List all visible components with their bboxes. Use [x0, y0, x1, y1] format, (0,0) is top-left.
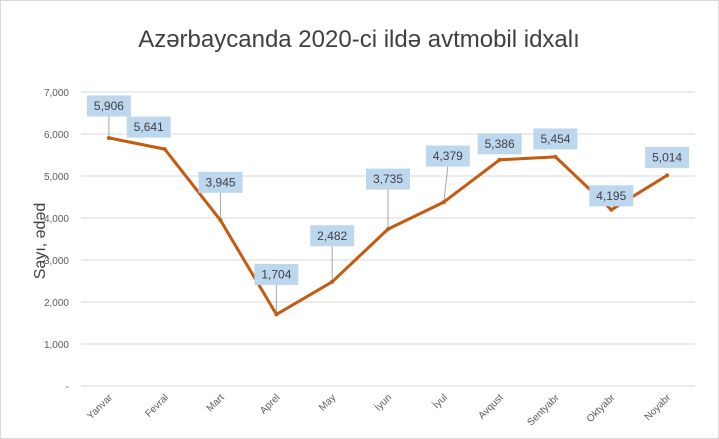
data-labels: 5,906 5,641 3,945 1,704 2,482 3,735 4,379 5,386…: [86, 95, 690, 285]
data-label-box: [198, 171, 243, 193]
data-label: 2,482: [317, 229, 347, 243]
y-tick-label: 5,000: [44, 172, 69, 183]
data-point: [330, 279, 335, 284]
data-label: 5,386: [485, 137, 515, 151]
data-point: [386, 227, 390, 232]
data-label: 5,641: [134, 120, 164, 134]
data-point: [665, 173, 670, 178]
x-tick-label: İyul: [430, 391, 450, 411]
data-label-box: [589, 185, 634, 207]
data-label: 3,735: [373, 172, 403, 186]
data-label-box: [126, 116, 171, 138]
data-label-box: [86, 95, 131, 117]
y-tick-label: 6,000: [44, 130, 69, 141]
data-label: 4,195: [596, 189, 626, 203]
data-point: [441, 200, 446, 205]
data-label-box: [254, 263, 299, 285]
data-label-box: [533, 128, 578, 150]
y-axis-label: Sayı, ədəd: [32, 203, 49, 280]
y-tick-labels: - 1,000 2,000 3,000 4,000 5,000 6,000 7,000: [44, 88, 69, 393]
x-tick-label: May: [317, 392, 338, 413]
gridlines: [81, 91, 695, 387]
data-label: 4,379: [433, 149, 463, 163]
data-point: [274, 312, 279, 317]
x-tick-label: Mart: [205, 392, 227, 414]
data-point: [609, 207, 614, 212]
data-label-box: [645, 146, 690, 168]
x-tick-label: Fevral: [143, 392, 170, 419]
y-tick-label: 4,000: [44, 214, 69, 225]
y-tick-label: -: [66, 382, 69, 393]
leader-lines: [108, 116, 449, 315]
data-point: [162, 147, 167, 152]
data-points: [106, 135, 670, 317]
x-tick-label: Noyabr: [643, 392, 674, 423]
data-label-box: [425, 145, 470, 167]
leader-line: [443, 166, 449, 203]
data-point: [553, 154, 558, 159]
x-tick-label: İyun: [372, 391, 395, 414]
y-tick-label: 3,000: [44, 256, 69, 267]
data-label-box: [477, 133, 522, 155]
data-label: 5,906: [94, 99, 124, 113]
data-label: 5,014: [652, 150, 682, 164]
data-label: 1,704: [261, 267, 291, 281]
data-label: 5,454: [540, 132, 570, 146]
y-tick-label: 2,000: [44, 298, 69, 309]
x-tick-labels: Yanvar Fevral Mart Aprel May İyun İyul Avqust Se…: [85, 391, 673, 428]
y-tick-label: 7,000: [44, 88, 69, 99]
x-tick-label: Yanvar: [85, 392, 115, 422]
x-tick-label: Oktyabr: [585, 392, 618, 425]
chart-title: Azərbaycanda 2020-ci ildə avtmobil idxal…: [138, 26, 580, 53]
x-tick-label: Avqust: [476, 392, 505, 421]
data-point: [497, 157, 502, 162]
data-point: [218, 218, 223, 223]
data-label-box: [310, 225, 355, 247]
x-tick-label: Aprel: [258, 392, 282, 416]
data-label: 3,945: [206, 175, 236, 189]
x-tick-label: Sentyabr: [525, 392, 562, 429]
data-point: [106, 135, 111, 140]
y-tick-label: 1,000: [44, 340, 69, 351]
data-label-box: [366, 168, 410, 190]
